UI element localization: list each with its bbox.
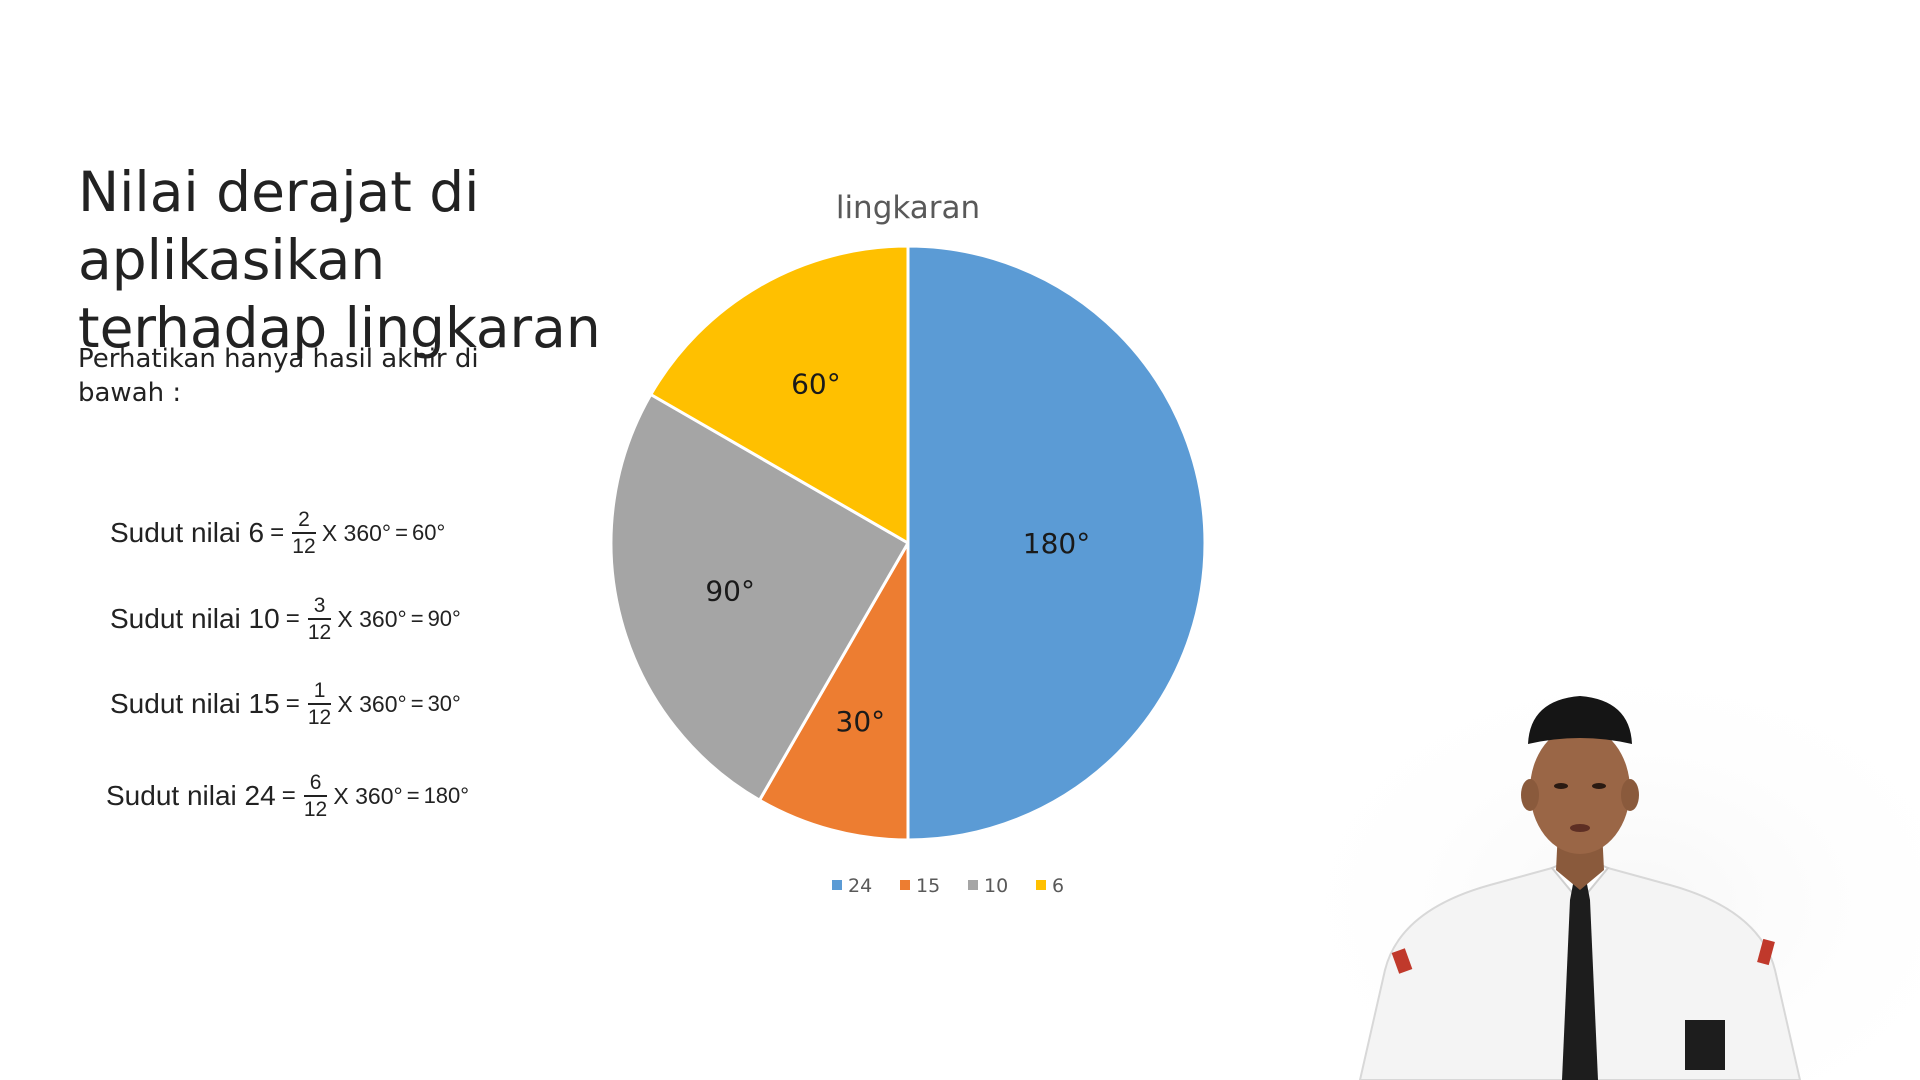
- pie-slices: [609, 244, 1207, 842]
- formula-row-6: Sudut nilai 6 = 2 12 X 360° = 60°: [110, 498, 445, 568]
- legend-swatch: [968, 880, 978, 890]
- fraction-denominator: 12: [303, 798, 328, 821]
- presenter-video: [1290, 640, 1920, 1080]
- legend-swatch: [900, 880, 910, 890]
- pie-slice-6: [649, 244, 910, 545]
- equals-sign: =: [410, 606, 424, 631]
- data-label-24: 180°: [1023, 527, 1090, 560]
- formula-multiplier: X 360°: [337, 690, 407, 717]
- fraction-denominator: 12: [307, 621, 332, 644]
- formula-result: 180°: [423, 783, 470, 808]
- legend-swatch: [832, 880, 842, 890]
- fraction-numerator: 6: [303, 772, 328, 797]
- legend-label: 6: [1052, 875, 1064, 897]
- formula-result: 60°: [411, 520, 446, 545]
- formula-multiplier: X 360°: [321, 519, 392, 546]
- pie-slice-24: [906, 244, 1207, 842]
- fraction-numerator: 1: [307, 680, 332, 705]
- chart-title: lingkaran: [836, 190, 980, 226]
- intro-line-1: Perhatikan hanya hasil akhir di: [78, 344, 479, 374]
- pie-data-labels: 180° 30° 90° 60°: [705, 368, 1090, 738]
- fraction: 1 12: [307, 680, 332, 729]
- formula-label: Sudut nilai 10: [110, 603, 280, 634]
- legend-swatch: [1036, 880, 1046, 890]
- formula-label: Sudut nilai 15: [110, 688, 280, 719]
- legend-item-24: 24: [832, 875, 872, 897]
- formula-row-24: Sudut nilai 24 = 6 12 X 360° = 180°: [106, 761, 469, 831]
- formula-result: 90°: [427, 606, 461, 631]
- slide-title-line-1: Nilai derajat di aplikasikan: [78, 160, 480, 292]
- equals-sign: =: [395, 520, 408, 545]
- data-label-6: 60°: [791, 368, 841, 401]
- formula-row-15: Sudut nilai 15 = 1 12 X 360° = 30°: [110, 669, 461, 739]
- equals-sign: =: [285, 605, 300, 632]
- legend-item-6: 6: [1036, 875, 1064, 897]
- pie-slice-10: [609, 393, 910, 802]
- equals-sign: =: [270, 519, 285, 546]
- fraction-denominator: 12: [307, 706, 332, 729]
- legend-item-10: 10: [968, 875, 1008, 897]
- legend-label: 10: [984, 875, 1008, 897]
- fraction: 6 12: [303, 772, 328, 821]
- legend-label: 15: [916, 875, 940, 897]
- data-label-15: 30°: [836, 705, 886, 738]
- equals-sign: =: [285, 690, 300, 717]
- fraction-denominator: 12: [292, 535, 316, 558]
- formula-label: Sudut nilai 24: [106, 780, 276, 811]
- legend-label: 24: [848, 875, 872, 897]
- equals-sign: =: [406, 783, 420, 808]
- equals-sign: =: [410, 691, 424, 716]
- fraction-numerator: 3: [307, 595, 332, 620]
- fraction: 3 12: [307, 595, 332, 644]
- formula-result: 30°: [427, 691, 461, 716]
- legend-item-15: 15: [900, 875, 940, 897]
- formula-label: Sudut nilai 6: [110, 517, 265, 548]
- fraction-numerator: 2: [292, 509, 316, 534]
- slide-title-line-2: terhadap lingkaran: [78, 296, 601, 360]
- pie-slice-15: [758, 541, 910, 842]
- equals-sign: =: [281, 782, 296, 809]
- slide-title: Nilai derajat di aplikasikan terhadap li…: [78, 158, 778, 362]
- chart-legend: 24 15 10 6: [832, 875, 1064, 897]
- fraction: 2 12: [292, 509, 316, 557]
- formula-row-10: Sudut nilai 10 = 3 12 X 360° = 90°: [110, 584, 461, 654]
- intro-line-2: bawah :: [78, 378, 182, 408]
- pie-chart: lingkaran 180° 30° 90° 60° 24 15 10 6: [609, 190, 1207, 897]
- formula-multiplier: X 360°: [333, 782, 403, 809]
- formula-multiplier: X 360°: [337, 605, 407, 632]
- data-label-10: 90°: [705, 575, 755, 608]
- intro-text: Perhatikan hanya hasil akhir di bawah :: [78, 342, 498, 410]
